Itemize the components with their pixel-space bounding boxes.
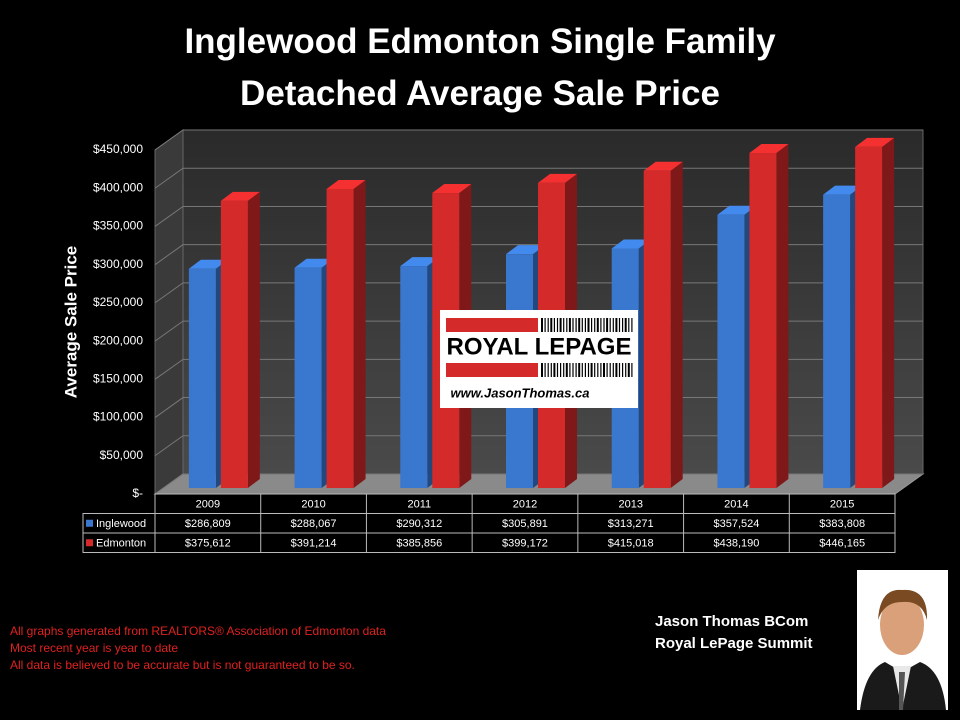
y-tick-label: $350,000 (93, 219, 143, 233)
photo-hair (878, 589, 928, 620)
legend-swatch (86, 519, 93, 527)
bar-top (823, 185, 863, 195)
agent-name: Jason Thomas BCom (655, 613, 808, 630)
bar (643, 170, 671, 488)
bar-top (506, 245, 545, 255)
x-tick-label: 2015 (830, 499, 854, 511)
logo-url: www.JasonThomas.ca (451, 385, 590, 400)
bar (717, 214, 745, 489)
bar-top (188, 259, 228, 269)
x-tick-label: 2014 (724, 499, 748, 511)
bar-top (611, 239, 651, 249)
table-value: $286,809 (185, 518, 231, 530)
y-tick-label: $450,000 (93, 142, 143, 156)
legend-label: Inglewood (96, 518, 146, 530)
table-value: $438,190 (713, 538, 759, 550)
chart-title: Inglewood Edmonton Single Family Detache… (184, 22, 776, 113)
footnote: Most recent year is year to date (10, 641, 178, 655)
y-tick-label: $100,000 (93, 410, 143, 424)
table-value: $357,524 (713, 518, 759, 530)
side-wall (154, 129, 184, 495)
agent-company: Royal LePage Summit (655, 635, 813, 652)
logo: ROYAL LEPAGE www.JasonThomas.ca (440, 310, 638, 408)
logo-bar (446, 363, 538, 377)
logo-barcode (541, 318, 633, 377)
bar-top (326, 179, 366, 189)
y-tick-label: $250,000 (93, 295, 143, 309)
bar (326, 188, 354, 488)
bar-side (882, 137, 895, 488)
bar-top (400, 257, 440, 267)
bar (823, 194, 851, 489)
table-value: $385,856 (396, 538, 442, 550)
bar-top (855, 137, 895, 147)
y-tick-label: $50,000 (100, 448, 144, 462)
footnote: All data is believed to be accurate but … (10, 658, 355, 672)
grid-line (154, 129, 923, 151)
x-tick-label: 2013 (618, 499, 642, 511)
bar-side (247, 191, 260, 489)
photo-tie (899, 672, 905, 710)
y-tick-label: $150,000 (93, 372, 143, 386)
bar (855, 146, 883, 488)
bar (400, 266, 428, 488)
logo-bar (446, 318, 538, 332)
agent-photo (857, 570, 948, 710)
x-tick-label: 2009 (196, 499, 220, 511)
legend-swatch (86, 539, 93, 547)
bar-side (670, 161, 683, 488)
table-value: $313,271 (608, 518, 654, 530)
table-value: $383,808 (819, 518, 865, 530)
bar (749, 153, 777, 489)
bar (188, 268, 216, 488)
table-value: $399,172 (502, 538, 548, 550)
bar (294, 267, 322, 488)
bar-top (643, 161, 683, 171)
photo-face (880, 595, 924, 655)
x-tick-label: 2011 (407, 499, 431, 511)
table-value: $415,018 (608, 538, 654, 550)
bar-top (432, 184, 472, 194)
y-tick-label: $- (132, 486, 143, 500)
bar-side (353, 179, 366, 488)
x-tick-label: 2012 (513, 499, 537, 511)
bar-top (220, 191, 260, 201)
table-value: $446,165 (819, 538, 865, 550)
bar-top (717, 205, 757, 215)
bar-top (749, 144, 789, 154)
bar-side (776, 144, 789, 489)
logo-brand: ROYAL LEPAGE (447, 333, 632, 360)
legend-label: Edmonton (96, 538, 146, 550)
y-tick-label: $200,000 (93, 333, 143, 347)
table-value: $290,312 (396, 518, 442, 530)
table-value: $391,214 (291, 538, 337, 550)
table-value: $288,067 (291, 518, 337, 530)
y-axis-title: Average Sale Price (61, 246, 80, 398)
table-value: $305,891 (502, 518, 548, 530)
y-tick-label: $300,000 (93, 257, 143, 271)
footnote: All graphs generated from REALTORS® Asso… (10, 624, 386, 638)
table-value: $375,612 (185, 538, 231, 550)
x-tick-label: 2010 (301, 499, 325, 511)
bar (220, 200, 248, 489)
bar-top (294, 258, 334, 268)
bar-top (538, 173, 577, 183)
y-tick-label: $400,000 (93, 180, 143, 194)
